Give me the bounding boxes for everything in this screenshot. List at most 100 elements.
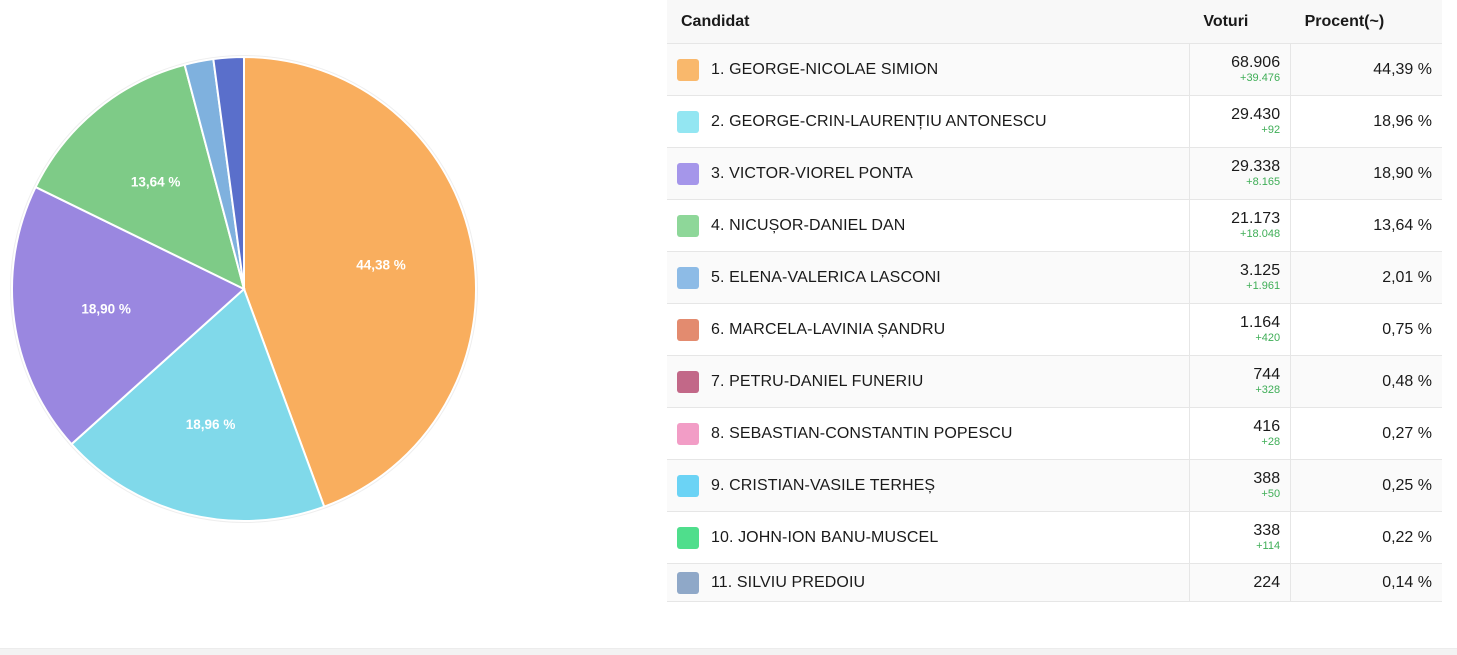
candidate-color-swatch xyxy=(677,58,699,81)
cell-percent: 0,27 % xyxy=(1290,407,1442,460)
votes-value: 21.173 xyxy=(1231,210,1281,227)
cell-candidate: 7. PETRU-DANIEL FUNERIU xyxy=(667,355,1190,408)
percent-value: 2,01 % xyxy=(1382,268,1432,286)
table-row[interactable]: 4. NICUȘOR-DANIEL DAN 21.173 +18.048 13,64 … xyxy=(667,199,1442,252)
cell-votes: 744 +328 xyxy=(1188,355,1291,408)
votes-delta: +28 xyxy=(1261,436,1281,448)
cell-percent: 18,90 % xyxy=(1290,147,1442,200)
pie-slice-label: 18,96 % xyxy=(186,417,236,432)
candidate-label: 7. PETRU-DANIEL FUNERIU xyxy=(677,370,1179,393)
votes-value: 388 xyxy=(1253,470,1281,487)
cell-votes: 68.906 +39.476 xyxy=(1188,43,1291,96)
candidate-label: 11. SILVIU PREDOIU xyxy=(677,571,1179,594)
votes-value: 416 xyxy=(1253,418,1281,435)
candidate-color-swatch xyxy=(677,526,699,549)
header-candidate[interactable]: Candidat xyxy=(667,0,1190,44)
votes-delta: +8.165 xyxy=(1246,176,1281,188)
bottom-divider xyxy=(0,648,1457,655)
percent-value: 0,22 % xyxy=(1382,528,1432,546)
candidate-color-swatch xyxy=(677,318,699,341)
table-row[interactable]: 6. MARCELA-LAVINIA ȘANDRU 1.164 +420 0,75 % xyxy=(667,303,1442,356)
percent-value: 18,96 % xyxy=(1373,112,1432,130)
candidate-label: 9. CRISTIAN-VASILE TERHEȘ xyxy=(677,474,1179,497)
cell-candidate: 5. ELENA-VALERICA LASCONI xyxy=(667,251,1190,304)
results-pie-chart: 44,38 % 18,96 % 18,90 % 13,64 % xyxy=(0,40,500,540)
cell-percent: 0,14 % xyxy=(1290,563,1442,602)
votes-delta: +92 xyxy=(1261,124,1281,136)
percent-value: 44,39 % xyxy=(1373,60,1432,78)
percent-value: 13,64 % xyxy=(1373,216,1432,234)
results-table: Candidat Voturi Procent(~) 1. GEORGE-NIC… xyxy=(667,0,1442,602)
table-row[interactable]: 2. GEORGE-CRIN-LAURENȚIU ANTONESCU 29.430… xyxy=(667,95,1442,148)
candidate-name: 7. PETRU-DANIEL FUNERIU xyxy=(711,372,924,390)
candidate-label: 6. MARCELA-LAVINIA ȘANDRU xyxy=(677,318,1179,341)
cell-candidate: 11. SILVIU PREDOIU xyxy=(667,563,1190,602)
cell-candidate: 3. VICTOR-VIOREL PONTA xyxy=(667,147,1190,200)
cell-votes: 388 +50 xyxy=(1188,459,1291,512)
table-row[interactable]: 8. SEBASTIAN-CONSTANTIN POPESCU 416 +28 0,2… xyxy=(667,407,1442,460)
pie-slice[interactable] xyxy=(11,185,246,446)
cell-votes: 224 xyxy=(1188,563,1291,602)
cell-percent: 2,01 % xyxy=(1290,251,1442,304)
candidate-label: 1. GEORGE-NICOLAE SIMION xyxy=(677,58,1179,81)
candidate-label: 5. ELENA-VALERICA LASCONI xyxy=(677,266,1179,289)
cell-percent: 0,75 % xyxy=(1290,303,1442,356)
table-row[interactable]: 9. CRISTIAN-VASILE TERHEȘ 388 +50 0,25 % xyxy=(667,459,1442,512)
candidate-color-swatch xyxy=(677,474,699,497)
votes-delta: +1.961 xyxy=(1246,280,1281,292)
candidate-label: 2. GEORGE-CRIN-LAURENȚIU ANTONESCU xyxy=(677,110,1179,133)
percent-value: 0,27 % xyxy=(1382,424,1432,442)
pie-slice[interactable] xyxy=(212,55,245,290)
votes-value: 3.125 xyxy=(1240,262,1281,279)
votes-value: 29.430 xyxy=(1231,106,1281,123)
pie-slice[interactable] xyxy=(243,55,477,508)
header-votes[interactable]: Voturi xyxy=(1189,0,1291,44)
pie-slice[interactable] xyxy=(70,287,326,522)
candidate-label: 4. NICUȘOR-DANIEL DAN xyxy=(677,214,1179,237)
table-row[interactable]: 3. VICTOR-VIOREL PONTA 29.338 +8.165 18,90 … xyxy=(667,147,1442,200)
votes-value: 338 xyxy=(1253,522,1281,539)
percent-value: 18,90 % xyxy=(1373,164,1432,182)
candidate-name: 9. CRISTIAN-VASILE TERHEȘ xyxy=(711,476,936,494)
candidate-color-swatch xyxy=(677,110,699,133)
table-row[interactable]: 5. ELENA-VALERICA LASCONI 3.125 +1.961 2,01… xyxy=(667,251,1442,304)
pie-slice-label: 18,90 % xyxy=(81,301,131,316)
votes-value: 68.906 xyxy=(1231,54,1281,71)
cell-candidate: 1. GEORGE-NICOLAE SIMION xyxy=(667,43,1190,96)
pie-slice[interactable] xyxy=(34,63,246,291)
votes-value: 29.338 xyxy=(1231,158,1281,175)
votes-value: 1.164 xyxy=(1240,314,1281,331)
candidate-color-swatch xyxy=(677,266,699,289)
candidate-label: 8. SEBASTIAN-CONSTANTIN POPESCU xyxy=(677,422,1179,445)
candidate-name: 8. SEBASTIAN-CONSTANTIN POPESCU xyxy=(711,424,1013,442)
table-row[interactable]: 11. SILVIU PREDOIU 224 0,14 % xyxy=(667,563,1442,602)
page-edge xyxy=(1445,0,1457,648)
votes-delta: +18.048 xyxy=(1240,228,1281,240)
cell-candidate: 9. CRISTIAN-VASILE TERHEȘ xyxy=(667,459,1190,512)
cell-candidate: 6. MARCELA-LAVINIA ȘANDRU xyxy=(667,303,1190,356)
header-percent[interactable]: Procent(~) xyxy=(1290,0,1442,44)
candidate-color-swatch xyxy=(677,214,699,237)
cell-votes: 29.430 +92 xyxy=(1188,95,1291,148)
pie-chart-svg: 44,38 % 18,96 % 18,90 % 13,64 % xyxy=(10,55,478,523)
table-row[interactable]: 10. JOHN-ION BANU-MUSCEL 338 +114 0,22 % xyxy=(667,511,1442,564)
candidate-name: 11. SILVIU PREDOIU xyxy=(711,573,866,591)
candidate-name: 10. JOHN-ION BANU-MUSCEL xyxy=(711,528,939,546)
cell-votes: 21.173 +18.048 xyxy=(1188,199,1291,252)
votes-delta: +328 xyxy=(1255,384,1281,396)
candidate-name: 5. ELENA-VALERICA LASCONI xyxy=(711,268,941,286)
pie-slice-label: 44,38 % xyxy=(356,258,406,273)
cell-candidate: 8. SEBASTIAN-CONSTANTIN POPESCU xyxy=(667,407,1190,460)
votes-delta: +114 xyxy=(1256,540,1281,552)
candidate-color-swatch xyxy=(677,571,699,594)
candidate-name: 4. NICUȘOR-DANIEL DAN xyxy=(711,216,906,234)
candidate-color-swatch xyxy=(677,162,699,185)
table-body: 1. GEORGE-NICOLAE SIMION 68.906 +39.476 44,… xyxy=(667,43,1442,602)
cell-percent: 0,25 % xyxy=(1290,459,1442,512)
cell-votes: 416 +28 xyxy=(1188,407,1291,460)
cell-percent: 13,64 % xyxy=(1290,199,1442,252)
percent-value: 0,25 % xyxy=(1382,476,1432,494)
candidate-name: 1. GEORGE-NICOLAE SIMION xyxy=(711,60,939,78)
table-row[interactable]: 1. GEORGE-NICOLAE SIMION 68.906 +39.476 44,… xyxy=(667,43,1442,96)
table-row[interactable]: 7. PETRU-DANIEL FUNERIU 744 +328 0,48 % xyxy=(667,355,1442,408)
